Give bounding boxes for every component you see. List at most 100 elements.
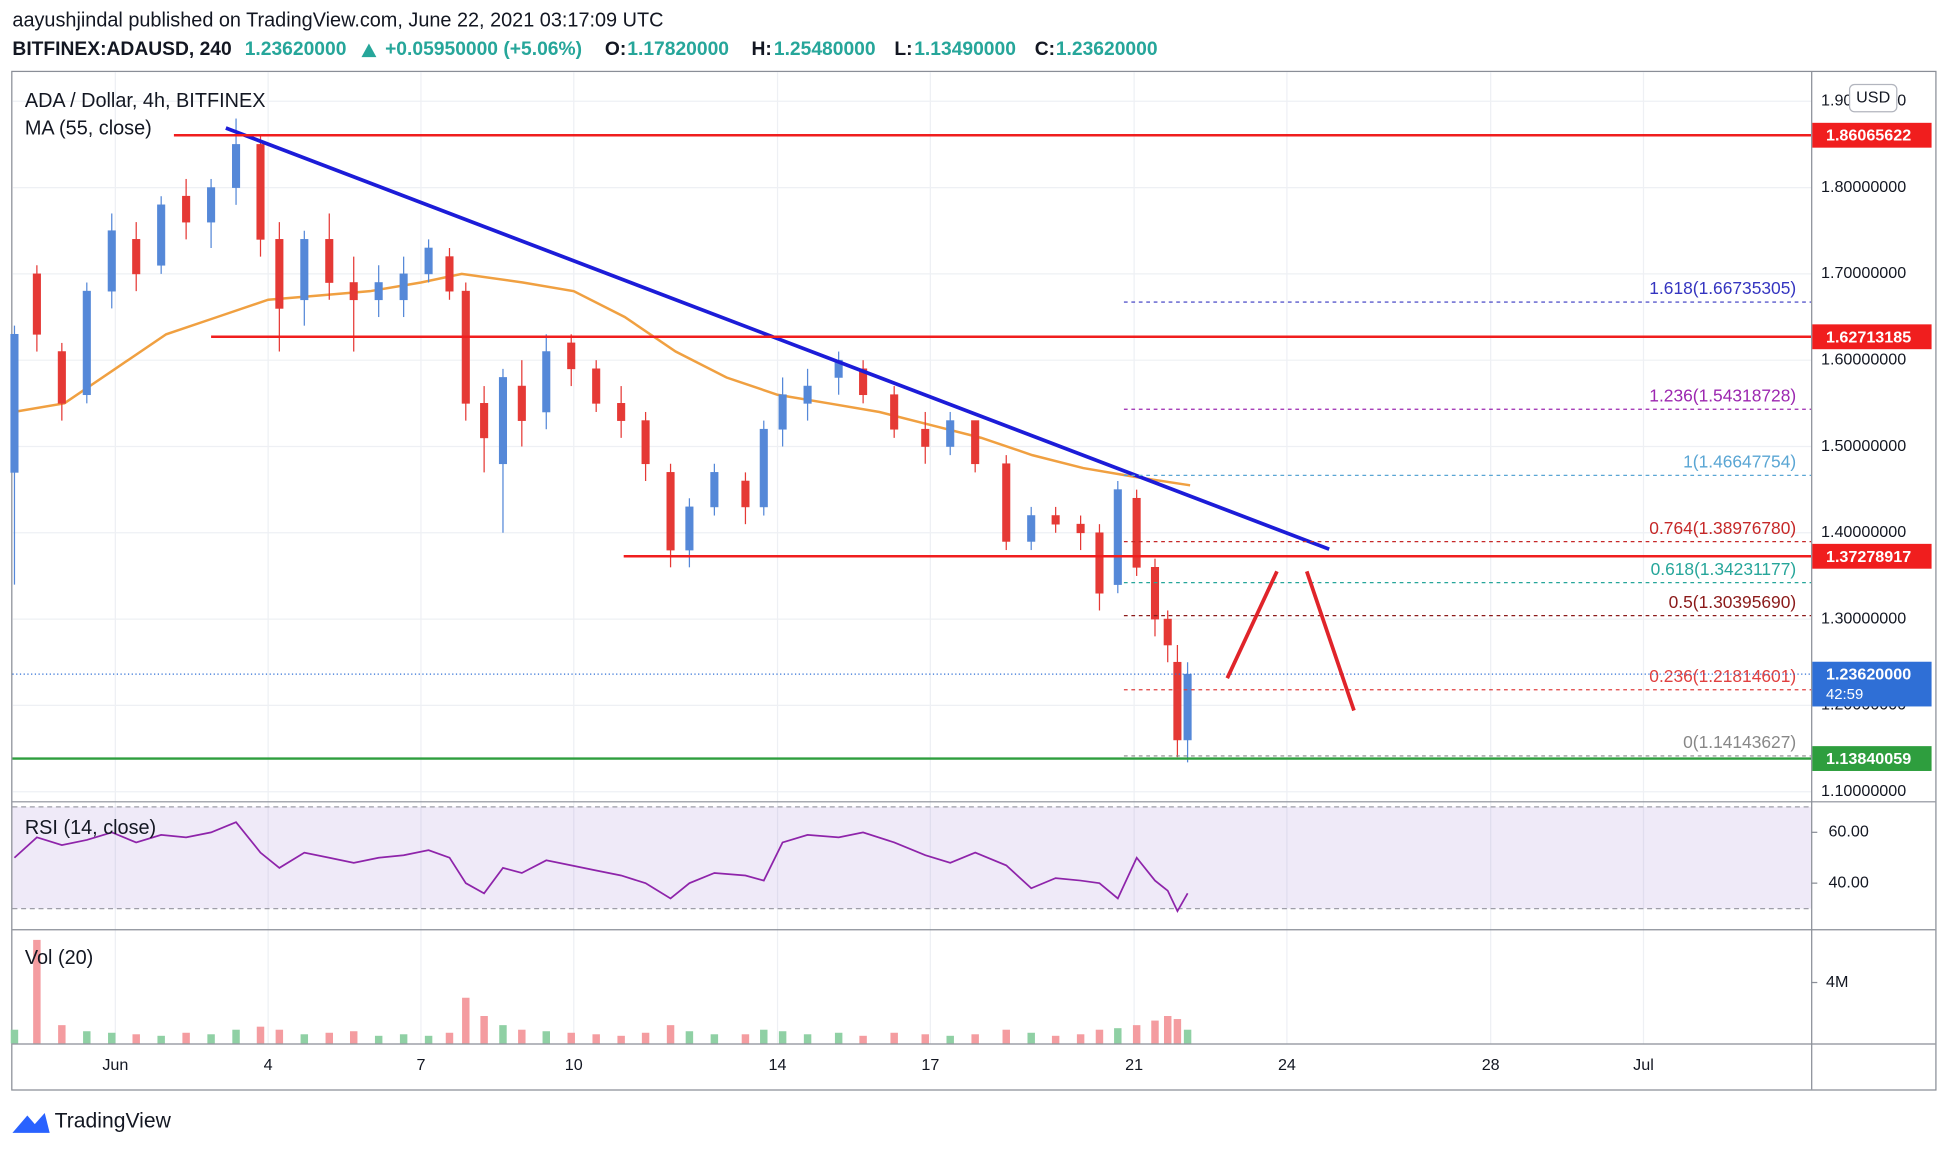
projection-up [1225,570,1279,680]
candle-body [803,385,812,404]
brand: TradingView [55,1109,172,1132]
volume-bar [325,1032,333,1044]
volume-bar [374,1035,383,1044]
up-arrow [361,43,377,58]
symbol: BITFINEX:ADAUSD, 240 [12,39,231,60]
candle-body [542,351,551,413]
candle-body [424,247,433,275]
currency[interactable]: USD [1856,88,1890,106]
ohlc-label: O: [605,39,626,60]
x-tick-label: Jul [1633,1056,1654,1074]
fib-label: 0.236(1.21814601) [1649,666,1796,686]
fib-label: 1.618(1.66735305) [1649,278,1796,298]
volume-bar [710,1034,719,1044]
rsi-tick-label: 40.00 [1828,873,1868,891]
volume-bar [666,1025,675,1044]
last-price-label: 1.23620000 [1826,666,1911,684]
y-tick-label: 1.60000000 [1821,350,1906,368]
candle-body [1076,523,1085,534]
candle-body [32,273,41,335]
x-tick-label: 4 [264,1056,273,1074]
volume-bar [921,1034,929,1044]
x-tick-label: 21 [1125,1056,1143,1074]
change: +0.05950000 (+5.06%) [385,39,582,60]
candle-body [641,420,650,465]
y-tick-label: 1.80000000 [1821,178,1906,196]
x-tick-label: 7 [416,1056,425,1074]
publisher: aayushjindal published on TradingView.co… [12,9,663,31]
x-tick-label: 10 [565,1056,583,1074]
candle-body [275,239,284,309]
candle-body [325,239,334,283]
fib-label: 0.5(1.30395690) [1669,592,1797,612]
fib-label: 0(1.14143627) [1683,732,1796,752]
volume-bar [132,1034,140,1044]
volume-bar [10,1029,19,1044]
candle-body [1173,661,1182,741]
price: 1.23620000 [245,39,347,60]
currency-box[interactable] [1848,83,1898,113]
x-tick-label: Jun [102,1056,128,1074]
candle-body [107,230,116,292]
price-tag [1812,122,1932,148]
candle-body [946,420,955,447]
ohlc-value: 1.25480000 [774,39,876,60]
x-tick-label: 14 [769,1056,787,1074]
candle-body [157,204,166,266]
candle-body [1113,489,1122,585]
volume-bar [890,1032,898,1044]
candle-body [567,342,576,370]
volume-bar [778,1031,787,1044]
ohlc-label: H: [752,39,772,60]
candle-body [617,403,626,421]
volume-bar [33,939,41,1044]
vol-tick-label: 4M [1826,973,1848,991]
candle-body [461,290,470,404]
volume-bar [462,997,470,1044]
chart-title: ADA / Dollar, 4h, BITFINEX [25,90,266,112]
candle-body [1002,463,1011,542]
last-price-tag [1812,661,1932,707]
volume-bar [946,1035,954,1044]
volume-bar [232,1029,240,1044]
price-tag [1812,746,1932,771]
plot: 1.900000001.800000001.700000001.60000000… [10,72,1906,1074]
candle-body [445,256,454,292]
ma-legend: MA (55, close) [25,117,152,139]
candle-body [1095,532,1104,594]
candle-body [82,290,91,396]
vol-legend: Vol (20) [25,947,93,969]
price-tag-label: 1.13840059 [1826,750,1911,768]
volume-bar [1173,1019,1182,1044]
x-tick-label: 24 [1278,1056,1296,1074]
candle-body [1051,515,1060,525]
volume-bar [1183,1029,1192,1044]
fib-label: 1.236(1.54318728) [1649,385,1796,405]
fib-label: 0.618(1.34231177) [1651,559,1797,579]
y-tick-label: 1.10000000 [1821,782,1906,800]
candle-body [1132,497,1141,568]
volume-bar [518,1029,526,1044]
volume-bar [1095,1029,1104,1044]
volume-bar [399,1034,408,1044]
volume-bar [834,1032,843,1044]
candle-body [374,282,383,301]
candle-body [710,472,719,508]
volume-bar [803,1034,812,1044]
y-tick-label: 1.30000000 [1821,609,1906,627]
candle-body [498,377,508,465]
volume-bar [1027,1032,1035,1044]
volume-bar [207,1034,215,1044]
rsi-line [13,821,1189,913]
projection-down [1304,570,1356,712]
rsi-legend: RSI (14, close) [25,817,156,839]
rsi-band [12,806,1812,909]
rsi-tick-label: 60.00 [1828,823,1868,841]
ohlc-label: C: [1035,39,1055,60]
candle-body [685,506,694,551]
candle-body [182,195,191,223]
candle-body [1163,618,1172,646]
volume-bar [641,1032,650,1044]
